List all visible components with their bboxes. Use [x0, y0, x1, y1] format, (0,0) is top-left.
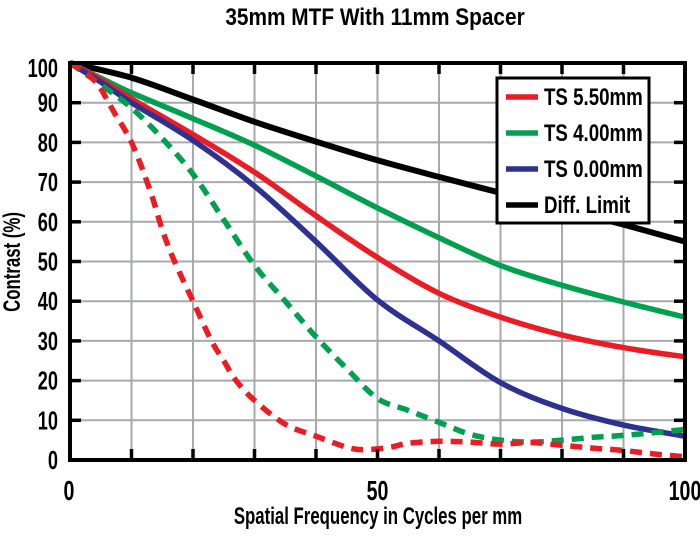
y-tick-label-70: 70 — [38, 168, 58, 197]
y-tick-label-20: 20 — [38, 366, 58, 395]
legend: TS 5.50mm TS 4.00mm TS 0.00mm Diff. Limit — [495, 76, 651, 225]
y-tick-label-100: 100 — [28, 54, 58, 83]
x-tick-label-50: 50 — [367, 476, 389, 507]
legend-label: TS 4.00mm — [544, 120, 643, 147]
series-line-ts-5-50mm — [68, 60, 686, 360]
x-axis-label: Spatial Frequency in Cycles per mm — [234, 503, 522, 530]
y-tick-label-90: 90 — [38, 89, 58, 118]
y-tick-label-40: 40 — [38, 287, 58, 316]
y-tick-label-50: 50 — [38, 247, 58, 276]
legend-label: TS 5.50mm — [544, 84, 643, 111]
series-line-ts-5-50mm-dashed- — [68, 60, 686, 460]
tick-marks — [72, 65, 683, 458]
y-tick-label-30: 30 — [38, 327, 58, 356]
legend-box — [495, 76, 651, 225]
y-tick-label-10: 10 — [38, 406, 58, 435]
x-tick-label-100: 100 — [669, 476, 700, 507]
y-axis-label: Contrast (%) — [0, 212, 26, 312]
legend-label: Diff. Limit — [544, 192, 630, 219]
series-line-ts-4-00mm — [68, 60, 686, 320]
chart-title: 35mm MTF With 11mm Spacer — [225, 2, 524, 30]
y-tick-label-80: 80 — [38, 128, 58, 157]
series-line-ts-0-00mm — [68, 60, 686, 439]
y-tick-label-60: 60 — [38, 208, 58, 237]
legend-label: TS 0.00mm — [544, 156, 643, 183]
y-tick-label-0: 0 — [48, 446, 58, 475]
plot-frame — [68, 61, 687, 462]
x-tick-label-0: 0 — [64, 476, 75, 507]
